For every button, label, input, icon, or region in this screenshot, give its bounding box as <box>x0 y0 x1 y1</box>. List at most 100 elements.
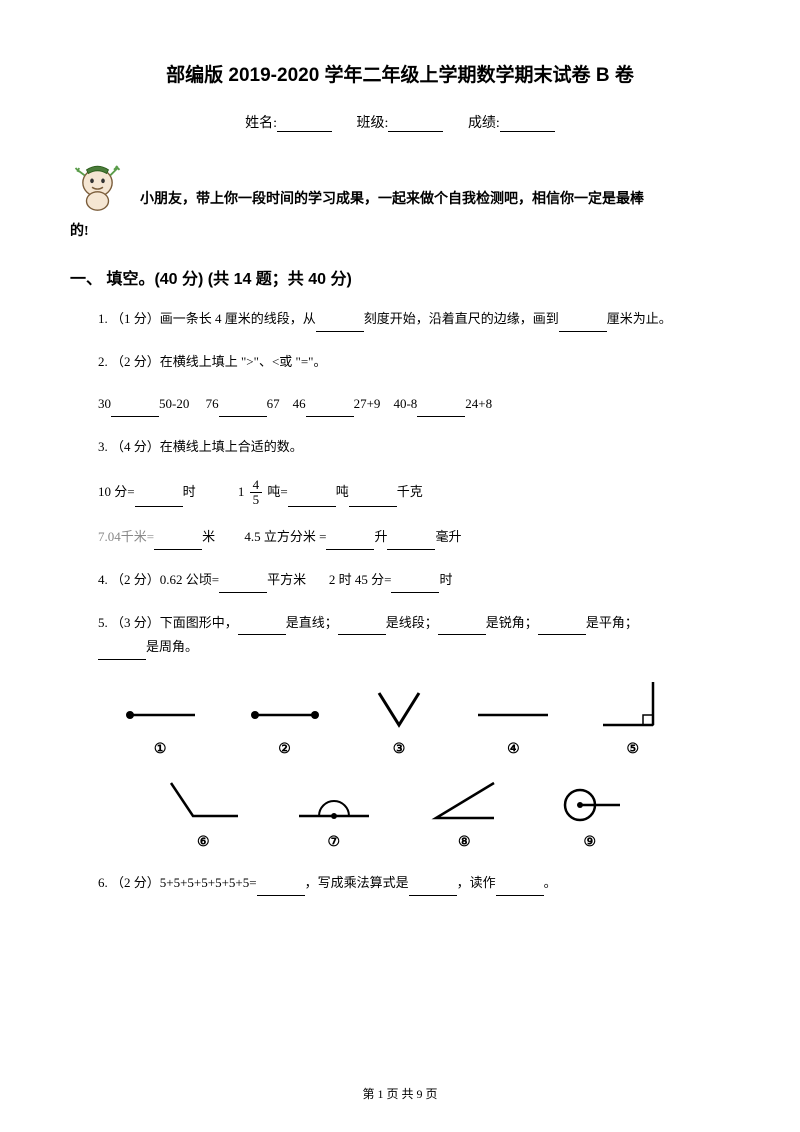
q3-l1b-u1: 吨 <box>336 484 349 499</box>
q5-t2: 是线段； <box>386 615 438 630</box>
q3-l1b-post: 吨= <box>267 484 287 499</box>
q5-t3: 是锐角； <box>486 615 538 630</box>
q3-l1b-u2: 千克 <box>397 484 423 499</box>
straight-angle-icon <box>294 788 374 828</box>
q3-l2a: 7.04千米= <box>98 529 154 544</box>
q2-p2a: 76 <box>206 396 219 411</box>
shape-3: ③ <box>369 685 429 758</box>
segment-icon <box>245 695 325 735</box>
q3-blank-6 <box>387 536 435 550</box>
obtuse-angle-icon <box>163 778 243 828</box>
question-3-line2: 7.04千米= 米 4.5 立方分米 = 升 毫升 <box>70 525 730 550</box>
shape-7: ⑦ <box>294 788 374 851</box>
line-icon <box>473 695 553 735</box>
q2-blank-1 <box>111 403 159 417</box>
q4-u1: 平方米 <box>267 572 306 587</box>
q6-mid1: ，写成乘法算式是 <box>305 875 409 890</box>
q4-blank-2 <box>391 579 439 593</box>
q3-l1a-unit: 时 <box>183 484 196 499</box>
shape-4: ④ <box>473 695 553 758</box>
q6-blank-3 <box>496 882 544 896</box>
q4-pre: 4. （2 分）0.62 公顷= <box>98 572 219 587</box>
q2-p4b: 24+8 <box>465 396 492 411</box>
q5-blank-5 <box>98 646 146 660</box>
page-title: 部编版 2019-2020 学年二年级上学期数学期末试卷 B 卷 <box>70 60 730 87</box>
shape-label-6: ⑥ <box>197 834 210 851</box>
question-3-header: 3. （4 分）在横线上填上合适的数。 <box>70 435 730 460</box>
q5-blank-4 <box>538 621 586 635</box>
intro-row: 小朋友，带上你一段时间的学习成果，一起来做个自我检测吧，相信你一定是最棒 <box>70 157 730 212</box>
shape-label-3: ③ <box>393 741 406 758</box>
q3-l2b: 4.5 立方分米 = <box>244 529 326 544</box>
question-4: 4. （2 分）0.62 公顷= 平方米 2 时 45 分= 时 <box>70 568 730 593</box>
q3-blank-3 <box>349 493 397 507</box>
q6-blank-2 <box>409 882 457 896</box>
class-blank <box>388 116 443 132</box>
q3-blank-1 <box>135 493 183 507</box>
q3-l2a-unit: 米 <box>202 529 215 544</box>
q4-mid: 2 时 45 分= <box>329 572 392 587</box>
q5-blank-1 <box>238 621 286 635</box>
mascot-icon <box>70 157 125 212</box>
shapes-row-2: ⑥ ⑦ ⑧ ⑨ <box>98 778 730 851</box>
q3-l2b-u2: 毫升 <box>435 529 461 544</box>
q1-suffix: 厘米为止。 <box>607 311 672 326</box>
shape-label-5: ⑤ <box>626 741 639 758</box>
intro-text-1: 小朋友，带上你一段时间的学习成果，一起来做个自我检测吧，相信你一定是最棒 <box>140 187 644 212</box>
question-2-header: 2. （2 分）在横线上填上 ">"、<或 "="。 <box>70 350 730 375</box>
page-footer: 第 1 页 共 9 页 <box>0 1085 800 1102</box>
q2-p4a: 40-8 <box>393 396 417 411</box>
q5-blank-3 <box>438 621 486 635</box>
q3-l1b-pre: 1 <box>238 484 245 499</box>
fraction-icon: 45 <box>250 478 263 508</box>
shape-9: ⑨ <box>555 783 625 851</box>
fraction-num: 4 <box>250 478 263 493</box>
q1-blank-2 <box>559 318 607 332</box>
shape-1: ① <box>120 695 200 758</box>
q6-suffix: 。 <box>544 875 557 890</box>
name-label: 姓名: <box>245 116 277 131</box>
q3-l2b-u1: 升 <box>374 529 387 544</box>
angle-icon <box>424 778 504 828</box>
q1-blank-1 <box>316 318 364 332</box>
shape-label-1: ① <box>154 741 167 758</box>
shape-8: ⑧ <box>424 778 504 851</box>
shape-label-8: ⑧ <box>458 834 471 851</box>
ray-icon <box>120 695 200 735</box>
section-title: 一、 填空。(40 分) (共 14 题；共 40 分) <box>70 265 730 289</box>
shape-6: ⑥ <box>163 778 243 851</box>
q2-blank-4 <box>417 403 465 417</box>
question-1: 1. （1 分）画一条长 4 厘米的线段，从 刻度开始，沿着直尺的边缘，画到 厘米为… <box>70 307 730 332</box>
q3-blank-5 <box>326 536 374 550</box>
full-angle-icon <box>555 783 625 828</box>
q2-p3b: 27+9 <box>354 396 381 411</box>
q2-p3a: 46 <box>293 396 306 411</box>
q4-blank-1 <box>219 579 267 593</box>
q6-blank-1 <box>257 882 305 896</box>
q2-p2b: 67 <box>267 396 280 411</box>
fraction-den: 5 <box>250 493 263 507</box>
shape-label-4: ④ <box>507 741 520 758</box>
q1-mid: 刻度开始，沿着直尺的边缘，画到 <box>364 311 559 326</box>
q2-p1b: 50-20 <box>159 396 189 411</box>
q5-t4: 是平角； <box>586 615 638 630</box>
q3-l1a: 10 分= <box>98 484 135 499</box>
q5-pre: 5. （3 分）下面图形中， <box>98 615 238 630</box>
shapes-row-1: ① ② ③ ④ ⑤ <box>98 680 730 758</box>
shape-label-2: ② <box>278 741 291 758</box>
q2-blank-2 <box>219 403 267 417</box>
intro-text-2: 的! <box>70 220 730 240</box>
q4-u2: 时 <box>439 572 452 587</box>
q2-p1a: 30 <box>98 396 111 411</box>
right-angle-icon <box>598 680 668 735</box>
question-3-line1: 10 分= 时 1 45 吨= 吨 千克 <box>70 478 730 508</box>
shape-label-7: ⑦ <box>327 834 340 851</box>
acute-angle-icon <box>369 685 429 735</box>
name-blank <box>277 116 332 132</box>
q1-prefix: 1. （1 分）画一条长 4 厘米的线段，从 <box>98 311 316 326</box>
score-label: 成绩: <box>468 116 500 131</box>
shape-2: ② <box>245 695 325 758</box>
q3-blank-4 <box>154 536 202 550</box>
q3-blank-2 <box>288 493 336 507</box>
shape-label-9: ⑨ <box>583 834 596 851</box>
